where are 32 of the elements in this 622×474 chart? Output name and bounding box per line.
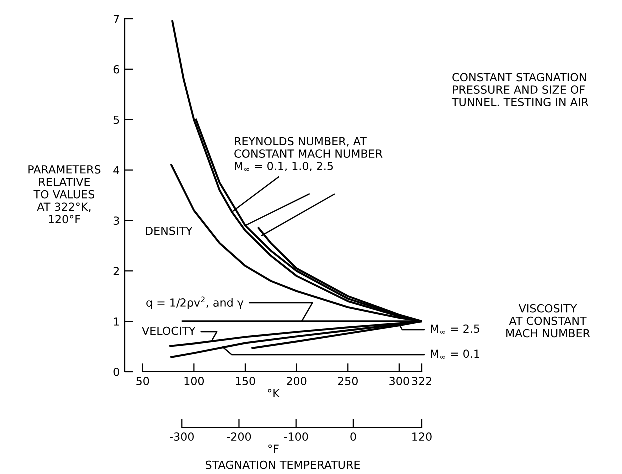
y-tick-label: 3	[114, 216, 120, 226]
annotation: q = 1/2ρv$^{2}$, and γ	[146, 296, 244, 310]
x2-tick-label: -200	[227, 432, 252, 442]
x-tick-label: 322	[412, 377, 432, 386]
y-tick-label: 7	[114, 15, 120, 24]
annotation: DENSITY	[146, 226, 193, 236]
annotation: REYNOLDS NUMBER, AT CONSTANT MACH NUMBER M$_{∞}$ = 0.1, 1.0, 2.5	[234, 137, 383, 172]
text: VISCOSITY AT CONSTANT MACH NUMBER	[506, 304, 590, 338]
annotation: M$_{∞}$ = 2.5	[431, 324, 480, 334]
text: STAGNATION TEMPERATURE	[206, 460, 360, 470]
y-tick-label: 0	[114, 368, 120, 376]
annotation: VELOCITY	[142, 326, 196, 336]
x-tick-label: 200	[287, 377, 307, 386]
text: CONSTANT STAGNATION PRESSURE AND SIZE OF TUNNEL. TESTING IN AIR	[452, 73, 589, 106]
x-axis-title: °K	[268, 389, 280, 398]
x-tick-label: 150	[236, 377, 256, 386]
y-tick-label: 2	[114, 267, 120, 276]
x2-tick-label: -300	[170, 432, 194, 442]
annotation: M$_{∞}$ = 0.1	[431, 350, 480, 359]
x2-tick-label: -100	[284, 432, 308, 442]
y-tick-label: 4	[114, 166, 120, 175]
y-tick-label: 6	[114, 65, 120, 74]
x2-axis-title: °F	[268, 444, 279, 453]
x-tick-label: 100	[184, 377, 204, 386]
x-tick-label: 300	[390, 377, 410, 386]
x-tick-label: 250	[338, 377, 358, 386]
x2-tick-label: 0	[350, 432, 356, 442]
y-axis-title: PARAMETERS RELATIVE TO VALUES AT 322°K, 120°F	[28, 165, 101, 224]
x2-tick-label: 120	[412, 432, 432, 442]
y-tick-label: 1	[114, 318, 120, 326]
x-tick-label: 50	[136, 377, 150, 386]
y-tick-label: 5	[114, 116, 120, 124]
